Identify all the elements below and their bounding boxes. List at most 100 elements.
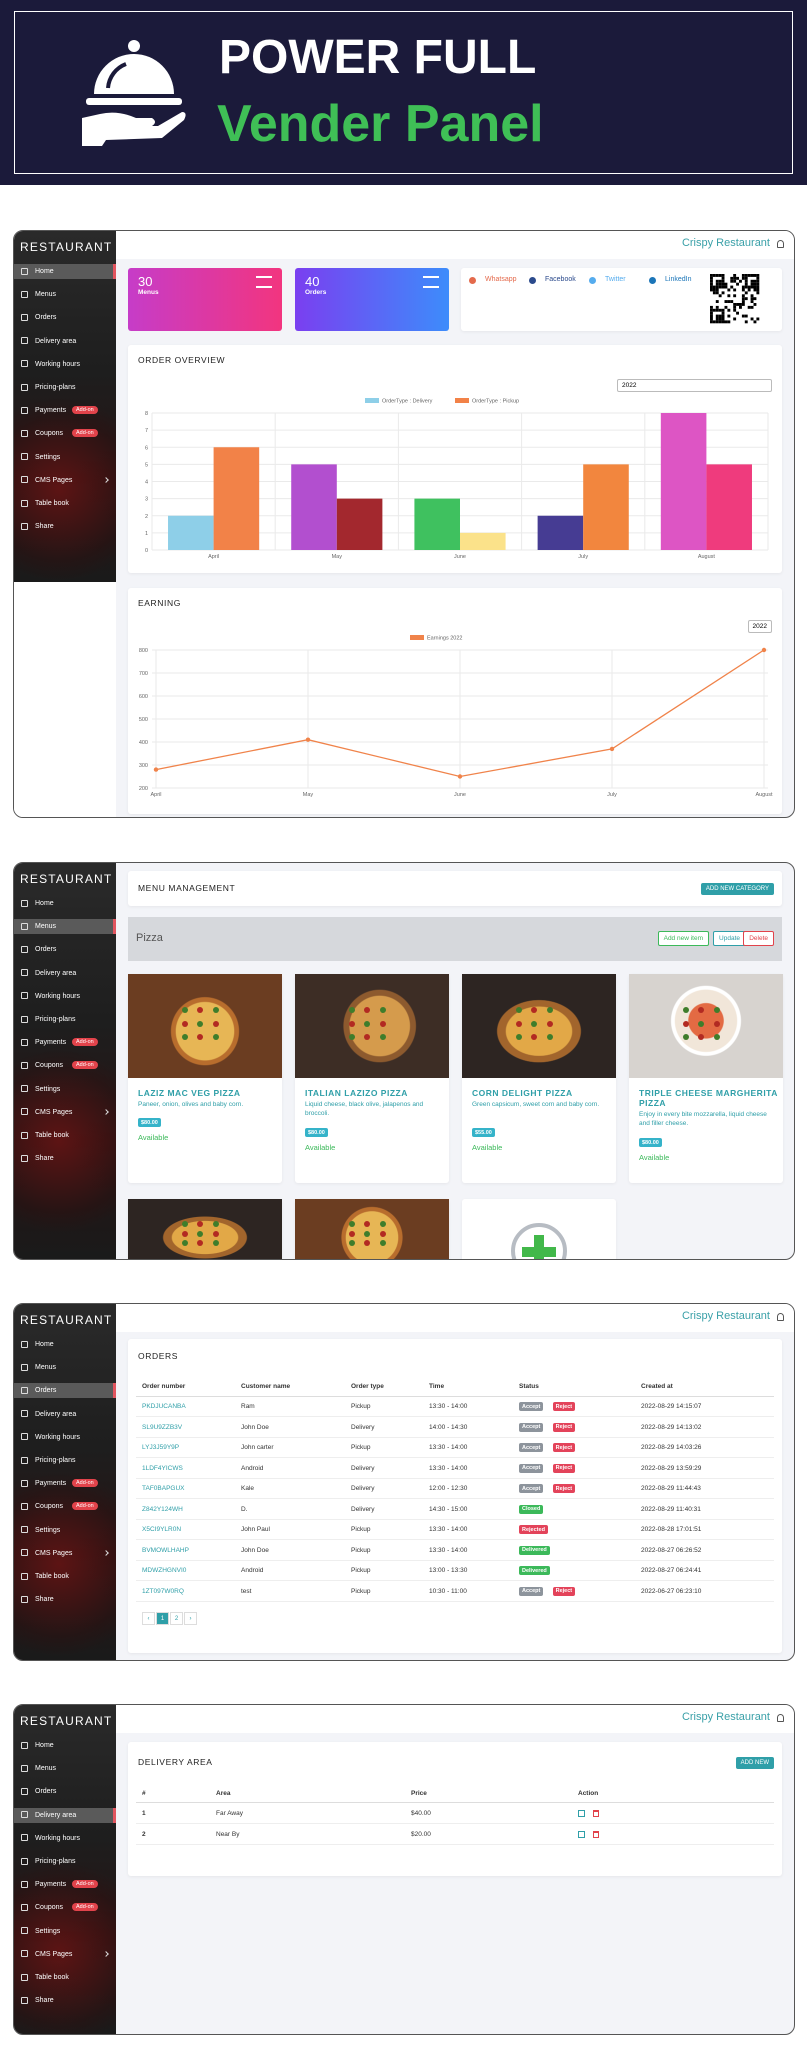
nav-item[interactable]: Home xyxy=(14,1337,116,1352)
share-label[interactable]: Twitter xyxy=(605,276,626,283)
nav-item[interactable]: Working hours xyxy=(14,989,116,1004)
status-button[interactable]: Reject xyxy=(552,1422,576,1432)
status-button[interactable]: Accept xyxy=(519,1463,544,1473)
page-link[interactable]: 1 xyxy=(156,1612,169,1625)
nav-item[interactable]: Coupons xyxy=(14,426,116,441)
order-number[interactable]: MDWZHGNVI0 xyxy=(142,1567,187,1574)
year-select[interactable]: 2022 xyxy=(617,379,772,392)
edit-icon[interactable] xyxy=(578,1810,585,1817)
nav-item[interactable]: Payments xyxy=(14,1877,116,1892)
add-new-button[interactable]: ADD NEW xyxy=(735,1757,774,1769)
nav-item[interactable]: Menus xyxy=(14,1761,116,1776)
nav-item[interactable]: CMS Pages xyxy=(14,1546,116,1561)
edit-icon[interactable] xyxy=(578,1831,585,1838)
nav-item[interactable]: Delivery area xyxy=(14,334,116,349)
status-button[interactable]: Reject xyxy=(552,1402,576,1411)
status-button[interactable]: Reject xyxy=(552,1463,576,1473)
nav-item[interactable]: Settings xyxy=(14,1082,116,1097)
order-number[interactable]: LYJ3J59Y9P xyxy=(142,1444,180,1451)
nav-item[interactable]: Delivery area xyxy=(14,1407,116,1422)
menu-item-card[interactable] xyxy=(295,1199,449,1259)
nav-item[interactable]: Table book xyxy=(14,1569,116,1584)
menu-item-card[interactable]: TRIPLE CHEESE MARGHERITA PIZZA Enjoy in e… xyxy=(629,974,783,1183)
menu-item-card[interactable]: ITALIAN LAZIZO PIZZA Liquid cheese, black… xyxy=(295,974,449,1183)
add-category-button[interactable]: ADD NEW CATEGORY xyxy=(700,883,774,895)
share-icon[interactable] xyxy=(589,277,596,284)
nav-item[interactable]: Settings xyxy=(14,1523,116,1538)
share-icon[interactable] xyxy=(649,277,656,284)
nav-item[interactable]: Home xyxy=(14,264,116,279)
nav-item[interactable]: Home xyxy=(14,896,116,911)
nav-item[interactable]: Share xyxy=(14,519,116,534)
status-button[interactable]: Accept xyxy=(519,1484,544,1493)
share-icon[interactable] xyxy=(469,277,476,284)
nav-item[interactable]: Settings xyxy=(14,1924,116,1939)
status-button[interactable]: Delivered xyxy=(519,1545,550,1555)
user-icon[interactable] xyxy=(777,240,784,248)
nav-item[interactable]: Working hours xyxy=(14,1430,116,1445)
nav-item[interactable]: Share xyxy=(14,1993,116,2008)
status-button[interactable]: Rejected xyxy=(519,1525,548,1534)
delete-icon[interactable] xyxy=(593,1810,599,1817)
order-number[interactable]: TAF0BAPGUX xyxy=(142,1485,185,1492)
nav-item[interactable]: Table book xyxy=(14,1970,116,1985)
share-label[interactable]: Facebook xyxy=(545,276,576,283)
nav-item[interactable]: Orders xyxy=(14,1383,116,1399)
nav-item[interactable]: Share xyxy=(14,1151,116,1166)
menu-item-card[interactable] xyxy=(128,1199,282,1259)
nav-item[interactable]: Pricing-plans xyxy=(14,380,116,395)
nav-item[interactable]: Home xyxy=(14,1738,116,1753)
status-button[interactable]: Accept xyxy=(519,1443,544,1452)
page-link[interactable]: ‹ xyxy=(142,1612,155,1625)
menu-item-card[interactable]: LAZIZ MAC VEG PIZZA Paneer, onion, olives… xyxy=(128,974,282,1183)
status-button[interactable]: Closed xyxy=(519,1504,544,1514)
nav-item[interactable]: CMS Pages xyxy=(14,1105,116,1120)
nav-item[interactable]: Menus xyxy=(14,919,116,935)
status-button[interactable]: Reject xyxy=(552,1443,576,1452)
nav-item[interactable]: Menus xyxy=(14,1360,116,1375)
page-link[interactable]: › xyxy=(184,1612,197,1625)
nav-item[interactable]: Orders xyxy=(14,1784,116,1799)
nav-item[interactable]: Settings xyxy=(14,450,116,465)
nav-item[interactable]: Working hours xyxy=(14,357,116,372)
delete-icon[interactable] xyxy=(593,1831,599,1838)
nav-item[interactable]: Share xyxy=(14,1592,116,1607)
order-number[interactable]: SL9U9ZZB3V xyxy=(142,1423,183,1431)
status-button[interactable]: Accept xyxy=(519,1422,544,1432)
nav-item[interactable]: Pricing-plans xyxy=(14,1453,116,1468)
nav-item[interactable]: Coupons xyxy=(14,1900,116,1915)
user-icon[interactable] xyxy=(777,1714,784,1722)
order-number[interactable]: Z842Y124WH xyxy=(142,1505,183,1513)
nav-item[interactable]: Orders xyxy=(14,942,116,957)
nav-item[interactable]: Payments xyxy=(14,403,116,418)
nav-item[interactable]: Table book xyxy=(14,1128,116,1143)
order-number[interactable]: X5CI9YLR0N xyxy=(142,1526,182,1533)
add-item-card[interactable] xyxy=(462,1199,616,1259)
nav-item[interactable]: Pricing-plans xyxy=(14,1854,116,1869)
nav-item[interactable]: Payments xyxy=(14,1035,116,1050)
order-number[interactable]: 1LDF4YICWS xyxy=(142,1464,183,1472)
share-icon[interactable] xyxy=(529,277,536,284)
status-button[interactable]: Accept xyxy=(519,1402,544,1411)
status-button[interactable]: Accept xyxy=(519,1586,544,1596)
nav-item[interactable]: Working hours xyxy=(14,1831,116,1846)
order-number[interactable]: 1ZT097W0RQ xyxy=(142,1587,184,1595)
year-select[interactable]: 2022 xyxy=(747,620,772,633)
nav-item[interactable]: Delivery area xyxy=(14,1807,116,1823)
nav-item[interactable]: Payments xyxy=(14,1476,116,1491)
order-number[interactable]: PKDJUCANBA xyxy=(142,1403,186,1410)
order-number[interactable]: BVMOWLHAHP xyxy=(142,1546,189,1554)
nav-item[interactable]: Menus xyxy=(14,287,116,302)
nav-item[interactable]: Table book xyxy=(14,496,116,511)
nav-item[interactable]: Coupons xyxy=(14,1499,116,1514)
nav-item[interactable]: Delivery area xyxy=(14,966,116,981)
nav-item[interactable]: Coupons xyxy=(14,1058,116,1073)
page-link[interactable]: 2 xyxy=(170,1612,183,1625)
share-label[interactable]: Whatsapp xyxy=(485,276,517,283)
user-icon[interactable] xyxy=(777,1313,784,1321)
status-button[interactable]: Reject xyxy=(552,1484,576,1493)
category-action[interactable]: Update xyxy=(713,931,746,946)
category-action[interactable]: Add new item xyxy=(657,931,709,946)
category-action[interactable]: Delete xyxy=(743,931,774,946)
nav-item[interactable]: Pricing-plans xyxy=(14,1012,116,1027)
